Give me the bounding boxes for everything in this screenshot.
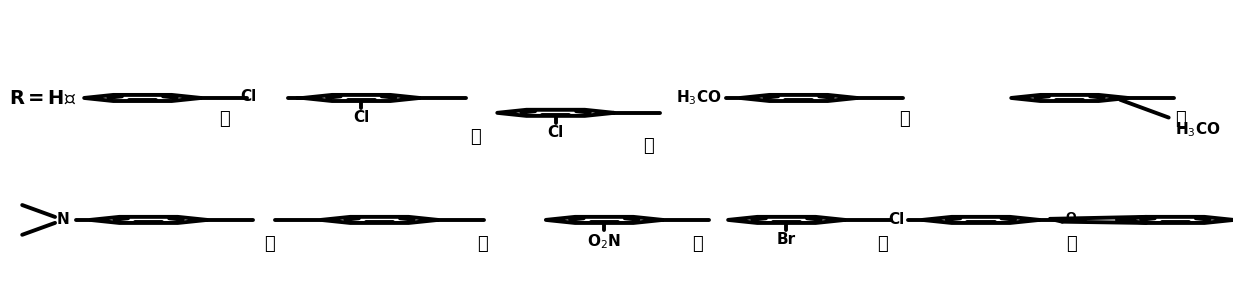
Text: O$_2$N: O$_2$N (587, 232, 621, 251)
Text: ，: ， (692, 235, 703, 253)
Text: Cl: Cl (888, 212, 904, 228)
Text: ，: ， (219, 110, 229, 128)
Text: Br: Br (777, 232, 797, 247)
Text: ，: ， (878, 235, 888, 253)
Text: ，: ， (1065, 235, 1076, 253)
Text: ，: ， (644, 137, 653, 155)
Text: $\mathbf{R=H}$、: $\mathbf{R=H}$、 (9, 88, 76, 108)
Text: N: N (57, 212, 69, 228)
Text: ，: ， (477, 235, 487, 253)
Text: O: O (1065, 211, 1076, 224)
Text: ，: ， (264, 235, 275, 253)
Text: Cl: Cl (240, 89, 256, 104)
Text: Cl: Cl (353, 110, 370, 125)
Text: ，: ， (1175, 110, 1186, 128)
Text: H$_3$CO: H$_3$CO (677, 88, 723, 107)
Text: Cl: Cl (547, 125, 563, 140)
Text: ，: ， (471, 128, 481, 146)
Text: H$_3$CO: H$_3$CO (1175, 121, 1221, 139)
Text: ，: ， (899, 110, 910, 128)
